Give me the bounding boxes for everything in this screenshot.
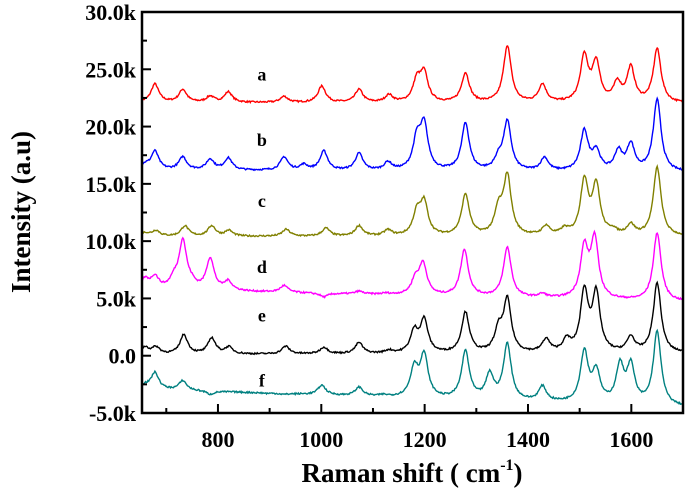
series-label-f: f: [259, 371, 266, 391]
x-tick-label: 800: [201, 427, 234, 452]
x-axis-title-end: ): [514, 458, 523, 488]
series-line-a: [142, 45, 683, 104]
y-tick-label: 25.0k: [85, 57, 137, 82]
axes-layer: a b c d e f 800 1000 1200 1400 1600 -5.0k 0.0 5.0k 10.…: [85, 0, 685, 452]
x-tick-label: 1200: [403, 427, 447, 452]
y-tick-label: -5.0k: [89, 401, 137, 426]
series-line-f: [142, 328, 683, 406]
series-label-a: a: [257, 65, 266, 85]
series-label-d: d: [257, 257, 267, 277]
series-layer: [142, 45, 683, 406]
x-tick-label: 1600: [609, 427, 653, 452]
x-axis-title: Raman shift ( cm-1): [301, 457, 522, 488]
x-axis-title-sup: -1: [500, 457, 513, 474]
y-tick-label: 30.0k: [85, 0, 137, 25]
y-tick-label: 15.0k: [85, 172, 137, 197]
y-tick-label: 10.0k: [85, 229, 137, 254]
y-tick-label: 5.0k: [96, 286, 137, 311]
series-line-b: [142, 96, 683, 172]
x-tick-label: 1000: [299, 427, 343, 452]
series-label-b: b: [257, 130, 267, 150]
series-line-e: [142, 280, 683, 356]
x-tick-label: 1400: [506, 427, 550, 452]
series-line-d: [142, 229, 683, 301]
y-tick-label: 0.0: [109, 344, 137, 369]
x-axis-title-main: Raman shift ( cm: [301, 458, 500, 488]
series-label-e: e: [258, 305, 266, 325]
series-label-c: c: [258, 191, 266, 211]
series-line-c: [142, 164, 683, 238]
y-axis-title: Intensity (a.u): [6, 131, 36, 293]
y-tick-label: 20.0k: [85, 115, 137, 140]
